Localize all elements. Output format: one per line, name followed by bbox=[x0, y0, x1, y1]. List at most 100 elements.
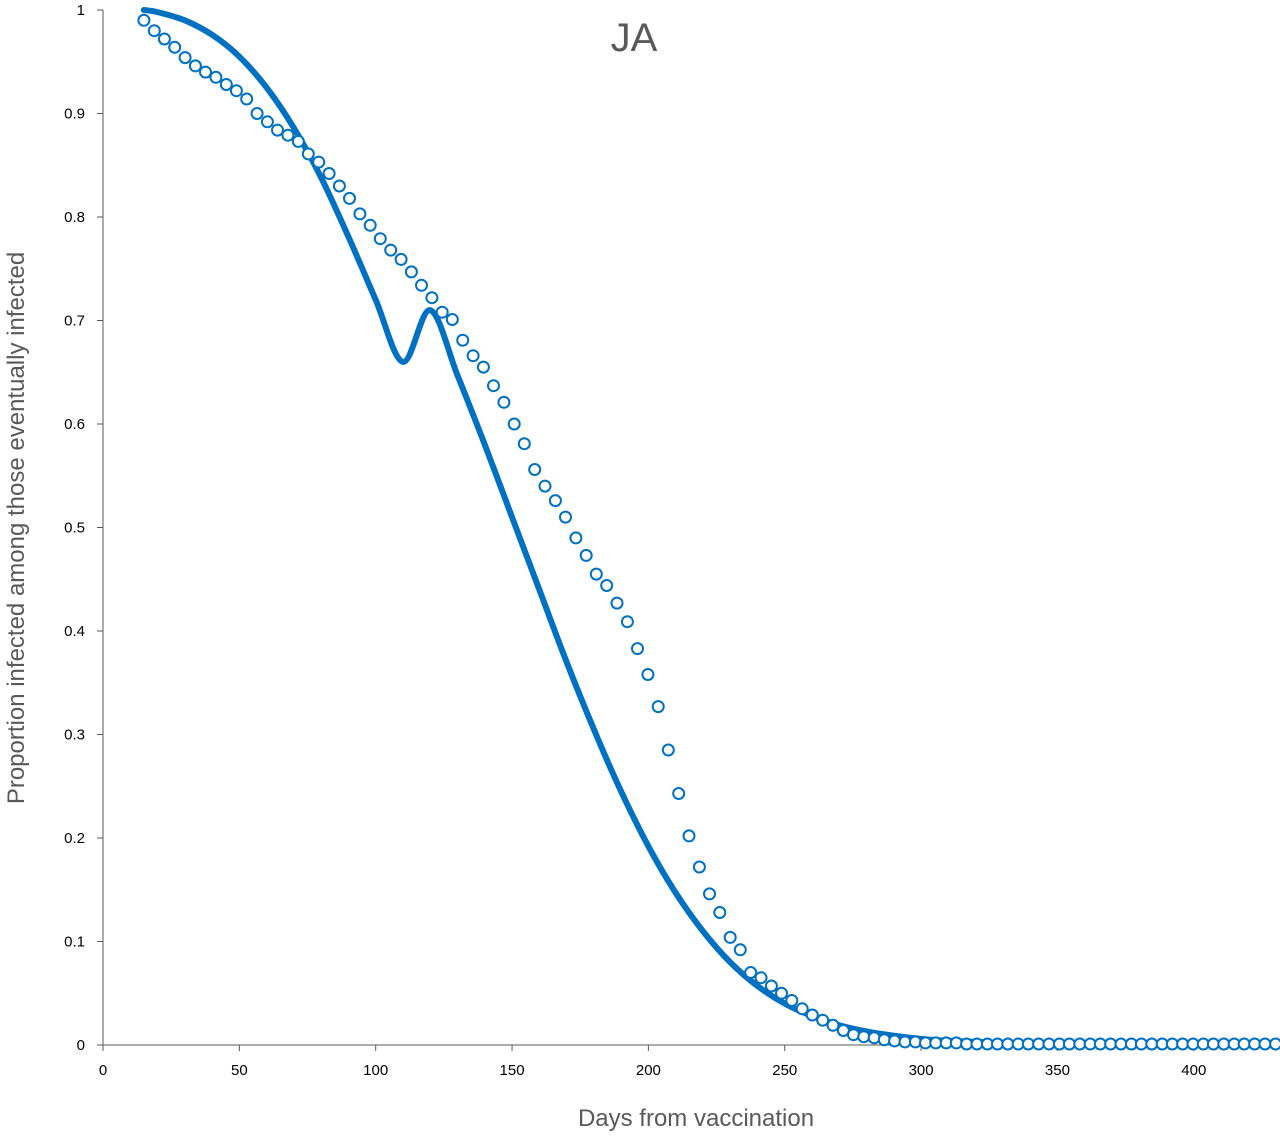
x-tick-label: 0 bbox=[99, 1062, 107, 1079]
x-tick-label: 150 bbox=[500, 1062, 525, 1079]
data-point bbox=[435, 305, 449, 319]
data-point bbox=[157, 32, 171, 46]
data-point bbox=[456, 333, 470, 347]
x-tick-label: 100 bbox=[363, 1062, 388, 1079]
data-point bbox=[600, 579, 614, 592]
data-point bbox=[363, 218, 377, 232]
data-point bbox=[1176, 1037, 1190, 1051]
data-point bbox=[1248, 1037, 1262, 1051]
data-point bbox=[785, 994, 799, 1007]
data-point bbox=[672, 787, 686, 800]
data-point bbox=[168, 40, 182, 54]
data-point bbox=[548, 494, 562, 508]
y-tick-label: 0.5 bbox=[64, 520, 85, 537]
data-point bbox=[219, 78, 233, 91]
axes bbox=[102, 10, 1280, 1046]
data-point bbox=[703, 887, 716, 901]
data-point bbox=[178, 51, 192, 65]
data-point bbox=[692, 860, 706, 874]
data-point bbox=[291, 134, 305, 148]
data-point bbox=[713, 906, 727, 919]
data-point bbox=[847, 1028, 860, 1042]
data-point bbox=[497, 395, 511, 409]
data-point bbox=[795, 1002, 809, 1016]
data-point bbox=[826, 1018, 840, 1032]
data-point bbox=[960, 1037, 974, 1051]
data-point bbox=[661, 743, 675, 757]
data-point bbox=[229, 84, 243, 98]
data-point bbox=[1073, 1037, 1087, 1051]
data-point bbox=[610, 596, 624, 610]
data-point bbox=[301, 147, 315, 161]
y-tick-label: 0.8 bbox=[64, 209, 85, 226]
x-tick-label: 50 bbox=[231, 1062, 248, 1079]
data-point bbox=[744, 966, 758, 979]
data-point bbox=[538, 479, 552, 493]
data-point bbox=[733, 943, 747, 957]
data-point bbox=[589, 567, 603, 581]
data-point bbox=[332, 179, 346, 193]
data-point bbox=[487, 379, 500, 393]
data-point bbox=[415, 278, 428, 292]
data-point bbox=[929, 1036, 943, 1050]
data-point bbox=[528, 463, 542, 476]
x-tick-label: 400 bbox=[1181, 1062, 1206, 1079]
data-point bbox=[949, 1036, 963, 1050]
data-point bbox=[1134, 1037, 1148, 1051]
data-point bbox=[384, 243, 398, 257]
data-point bbox=[857, 1030, 871, 1044]
y-axis-title: Proportion infected among those eventual… bbox=[3, 252, 30, 804]
y-tick-label: 0.6 bbox=[64, 416, 85, 433]
data-point bbox=[805, 1008, 819, 1022]
data-point bbox=[209, 70, 223, 84]
data-point bbox=[569, 531, 583, 545]
data-point bbox=[1237, 1037, 1251, 1051]
observed-points-layer bbox=[137, 13, 1280, 1051]
data-point bbox=[343, 191, 356, 205]
y-tick-label: 0.1 bbox=[64, 934, 85, 951]
x-axis-title: Days from vaccination bbox=[578, 1105, 814, 1132]
data-point bbox=[816, 1013, 830, 1027]
data-point bbox=[250, 107, 264, 120]
x-tick-label: 300 bbox=[909, 1062, 934, 1079]
data-point bbox=[1001, 1037, 1015, 1051]
data-point bbox=[764, 979, 778, 993]
x-tick-label: 250 bbox=[772, 1062, 797, 1079]
data-point bbox=[188, 59, 202, 73]
data-point bbox=[1258, 1037, 1272, 1051]
data-point bbox=[641, 668, 655, 681]
data-point bbox=[466, 349, 480, 363]
data-point bbox=[877, 1033, 891, 1047]
data-point bbox=[517, 437, 531, 451]
data-point bbox=[240, 92, 254, 106]
data-point bbox=[867, 1031, 881, 1045]
data-point bbox=[579, 548, 593, 562]
data-point bbox=[620, 615, 634, 629]
y-tick-label: 1 bbox=[77, 2, 85, 19]
data-point bbox=[281, 128, 295, 142]
data-point bbox=[1042, 1037, 1056, 1051]
data-point bbox=[1114, 1037, 1128, 1051]
data-point bbox=[723, 930, 737, 944]
data-point bbox=[1062, 1037, 1076, 1051]
data-point bbox=[199, 65, 212, 79]
data-point bbox=[271, 123, 284, 137]
data-point bbox=[888, 1034, 902, 1048]
data-point bbox=[1269, 1037, 1280, 1051]
data-point bbox=[1217, 1037, 1231, 1051]
data-point bbox=[507, 417, 521, 431]
chart-title: JA bbox=[611, 16, 658, 60]
data-point bbox=[559, 510, 572, 524]
data-point bbox=[775, 986, 788, 1000]
data-point bbox=[682, 829, 696, 843]
data-point bbox=[260, 115, 274, 129]
y-axis-ticks: 0 0.1 0.2 0.3 0.4 0.5 0.6 0.7 0.8 0.9 1 bbox=[64, 2, 103, 1054]
data-point bbox=[1104, 1037, 1118, 1051]
data-point bbox=[754, 971, 768, 985]
data-point bbox=[1206, 1037, 1220, 1051]
x-tick-label: 350 bbox=[1045, 1062, 1070, 1079]
data-point bbox=[425, 291, 439, 305]
data-point bbox=[970, 1037, 984, 1051]
y-tick-label: 0.3 bbox=[64, 727, 85, 744]
